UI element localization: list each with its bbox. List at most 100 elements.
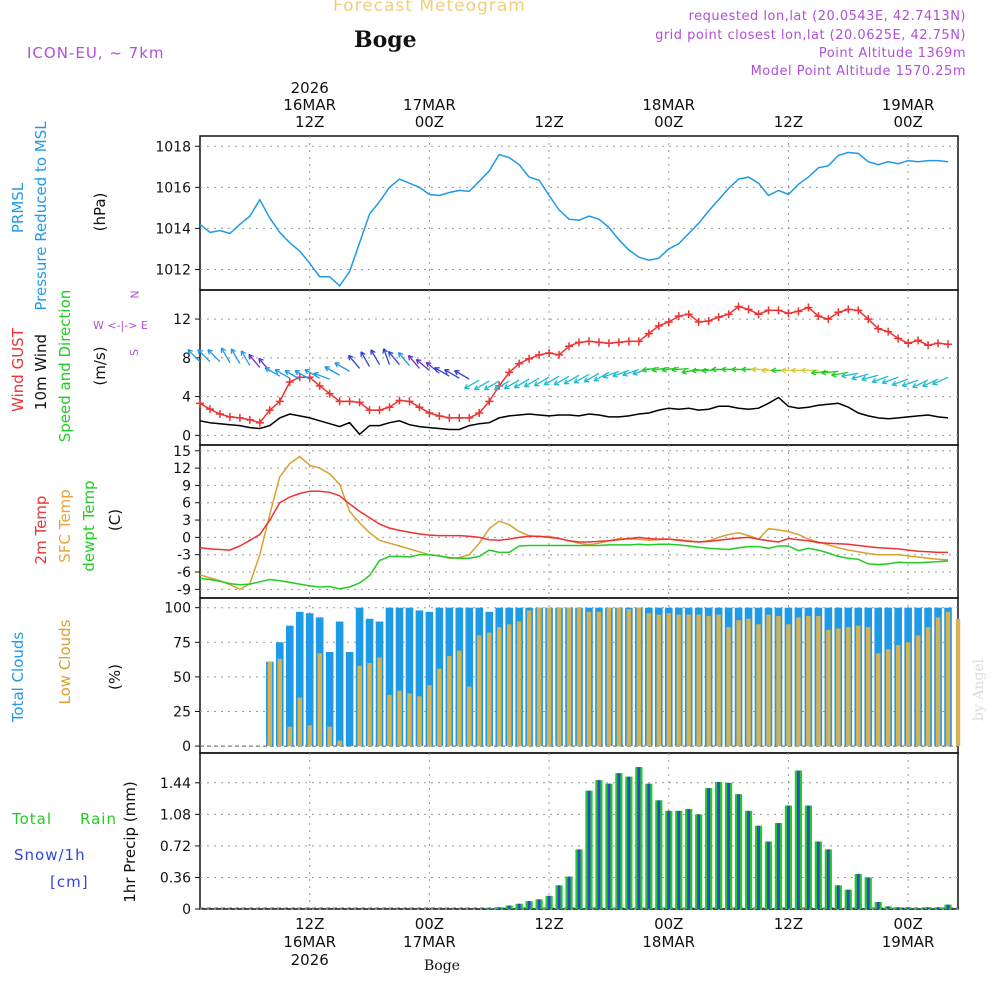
low-cloud-bar [895,645,901,747]
wind-direction-barb [851,373,869,381]
wind-gust-marker [485,397,494,406]
wind-gust-marker [924,341,933,350]
wind-direction-barb [841,372,859,379]
temperature-ytick-label: 6 [182,496,191,512]
wind-gust-marker [724,310,733,319]
wind-direction-barb [284,369,301,380]
low-cloud-bar [437,668,442,747]
bottom-time-label: 00Z [654,915,683,933]
low-cloud-bar [457,650,462,747]
clouds-ytick-label: 25 [173,704,191,720]
wind-direction-barb [207,349,221,363]
gridpoint-coords: grid point closest lon,lat (20.0625E, 42… [655,28,966,43]
model-altitude: Model Point Altitude 1570.25m [750,64,966,79]
pressure-ytick-label: 1016 [155,180,191,196]
snow-bar [547,895,551,909]
temperature-ytick-label: -9 [177,582,191,598]
wind-speed-line [199,396,949,436]
wind-direction-barb [248,353,261,368]
chart-title: Forecast Meteogram [333,0,526,16]
snow-bar [537,899,541,909]
wind-direction-barb [294,369,311,380]
bottom-time-label: 19MAR [882,933,935,951]
wind-direction-barb [751,366,769,373]
low-cloud-bar [686,614,691,747]
wind-gust-line [199,305,949,424]
snow-bar [876,901,880,909]
low-cloud-bar [726,627,731,747]
wind-gust-marker [535,350,544,359]
precip-ytick-label: 1.44 [160,776,191,792]
requested-coords: requested lon,lat (20.0543E, 42.7413N) [688,9,966,24]
model-label: ICON-EU, ~ 7km [27,44,165,62]
total-cloud-bar [465,607,474,747]
wind-gust-marker [245,415,254,424]
wind-gust-marker [594,338,603,347]
low-cloud-bar [935,617,941,747]
location-title: Boge [354,27,417,53]
precip-ytick-label: 0.36 [160,870,191,886]
low-cloud-bar [796,617,801,747]
low-cloud-bar [556,607,562,747]
wind-gust-marker [335,397,344,406]
temperature-ytick-label: 3 [182,513,191,529]
low-cloud-bar [586,611,592,747]
precip-rain-label: Rain [80,810,117,828]
low-cloud-bar [666,613,671,747]
wind-ytick-label: 0 [182,428,191,444]
wind-gust-marker [694,317,703,326]
temp-2m-line [199,490,948,554]
low-cloud-bar [377,657,382,747]
low-cloud-bar [337,740,342,747]
low-cloud-bar [447,656,452,747]
snow-bar [737,794,740,909]
wind-direction-barb [912,379,929,389]
wind-direction-barb [387,350,400,366]
low-cloud-bar [606,607,612,747]
low-cloud-bar [477,635,482,747]
low-cloud-bar [267,661,273,747]
footer-location: Boge [424,958,460,974]
low-cloud-bar [756,624,761,747]
bottom-time-label: 00Z [893,915,922,933]
precip-ytick-label: 1.08 [160,807,191,823]
low-cloud-bar [327,726,332,747]
wind-direction-barb [861,374,879,382]
bottom-time-label: 12Z [774,915,803,933]
low-cloud-bar [706,615,711,747]
wind-direction-barb [553,375,570,386]
low-cloud-bar [846,627,851,747]
wind-direction-barb [473,380,490,391]
wind-gust-marker [884,327,893,336]
low-cloud-bar [905,642,911,747]
wind-direction-barb [493,380,510,391]
low-cloud-bar [836,628,841,747]
low-cloud-bar [616,607,622,747]
wind-gust-marker [425,409,434,418]
wind-direction-barb [821,369,839,376]
snow-bar [637,767,641,909]
low-cloud-bar [297,697,302,747]
wind-gust-marker [255,418,264,427]
total-cloud-bar [415,610,424,747]
low-cloud-bar [546,607,552,747]
wind-direction-barb [573,373,590,384]
wind-gust-marker [744,305,753,314]
snow-bar [846,889,850,909]
temperature-ytick-label: 15 [173,444,191,460]
temperature-ytick-label: 0 [182,530,191,546]
temperature-ytick-label: -6 [177,565,191,581]
low-cloud-bar [925,627,931,747]
low-cloud-bar [826,629,831,747]
low-cloud-bar [786,624,791,747]
wind-gust-marker [804,303,813,312]
snow-bar [677,810,681,909]
wind-direction-barb [397,351,410,366]
wind-gust-marker [525,354,534,363]
low-cloud-bar [506,624,512,747]
low-cloud-bar [487,632,492,747]
precip-ytick-label: 0.72 [160,839,191,855]
wind-gust-marker [734,302,743,311]
wind-gust-marker [794,307,803,316]
dewpt-line [199,543,949,590]
